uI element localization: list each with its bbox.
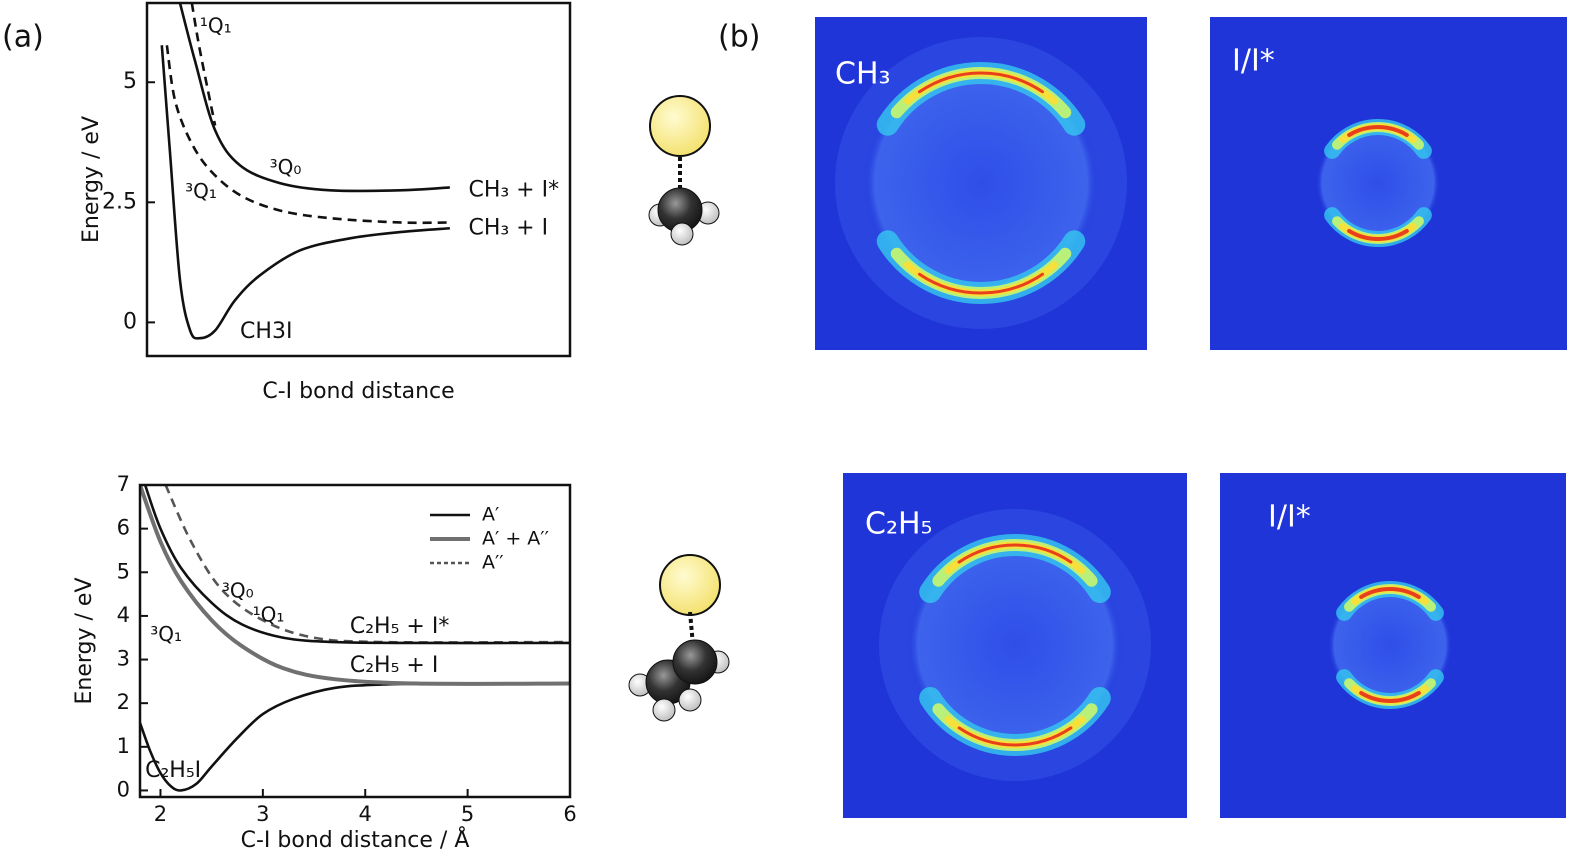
x-axis-label: C-I bond distance [262, 379, 454, 404]
y-tick-label: 4 [117, 603, 130, 627]
y-tick-label: 6 [117, 516, 130, 540]
y-tick-label: 0 [117, 777, 130, 801]
curve [165, 45, 450, 225]
annotation: ³Q₁ [185, 179, 217, 203]
y-tick-label: 1 [117, 734, 130, 758]
annotation: CH₃ + I [468, 216, 548, 241]
image-label: I/I* [1232, 44, 1275, 79]
sphere [863, 65, 1099, 301]
image-label: I/I* [1268, 500, 1311, 535]
image-label: C₂H₅ [865, 507, 933, 542]
curve [190, 3, 217, 126]
ring-band [917, 71, 1045, 94]
y-tick-label: 2.5 [102, 189, 137, 214]
ring-band [1359, 587, 1421, 599]
y-tick-label: 5 [117, 559, 130, 583]
annotation: ¹Q₁ [200, 14, 232, 38]
curve [140, 682, 570, 792]
annotation: C₂H₅I [145, 758, 201, 783]
plot-frame [138, 483, 572, 799]
x-tick-label: 6 [563, 802, 576, 826]
ring-band [957, 726, 1073, 747]
detector-image: CH₃ [815, 17, 1147, 350]
ring-band [917, 272, 1045, 295]
detector-image: I/I* [1220, 473, 1566, 818]
legend-label: A′ [482, 504, 499, 526]
x-tick-label: 2 [154, 802, 167, 826]
curve [178, 3, 450, 193]
panel-label: (a) [2, 20, 44, 55]
y-tick-label: 5 [123, 69, 137, 94]
molecule-ch3i [648, 95, 720, 246]
x-tick-label: 4 [359, 802, 372, 826]
x-axis-label: C-I bond distance / Å [241, 826, 470, 853]
x-tick-label: 5 [461, 802, 474, 826]
annotation: ¹Q₁ [253, 602, 285, 626]
ring-band [957, 543, 1073, 564]
annotation: ³Q₀ [222, 578, 254, 602]
x-tick-label: 3 [256, 802, 269, 826]
y-tick-label: 0 [123, 309, 137, 334]
molecule-c2h5i [628, 554, 730, 722]
ring-band [1347, 125, 1409, 137]
legend-label: A′ + A′′ [482, 528, 549, 550]
annotation: ³Q₁ [150, 622, 182, 646]
image-label: CH₃ [835, 57, 891, 92]
legend-label: A′′ [482, 552, 504, 574]
curve [164, 485, 570, 644]
y-tick-label: 3 [117, 647, 130, 671]
curve [143, 485, 570, 645]
sphere [907, 537, 1123, 753]
sphere [1316, 121, 1440, 245]
sphere [1328, 583, 1452, 707]
annotation: ³Q₀ [270, 155, 302, 179]
curve [160, 45, 450, 340]
ring-band [1359, 691, 1421, 703]
y-tick-label: 7 [117, 472, 130, 496]
y-tick-label: 2 [117, 690, 130, 714]
annotation: CH3I [240, 319, 292, 344]
plot-frame [145, 1, 572, 358]
detector-image: I/I* [1210, 17, 1567, 350]
annotation: C₂H₅ + I [350, 653, 438, 678]
panel-label: (b) [718, 20, 760, 55]
annotation: C₂H₅ + I* [350, 614, 449, 639]
annotation: CH₃ + I* [468, 177, 559, 202]
ring-band [1347, 229, 1409, 241]
y-axis-label: Energy / eV [72, 577, 97, 704]
curve [140, 485, 570, 686]
detector-image: C₂H₅ [843, 473, 1187, 818]
y-axis-label: Energy / eV [79, 116, 104, 243]
